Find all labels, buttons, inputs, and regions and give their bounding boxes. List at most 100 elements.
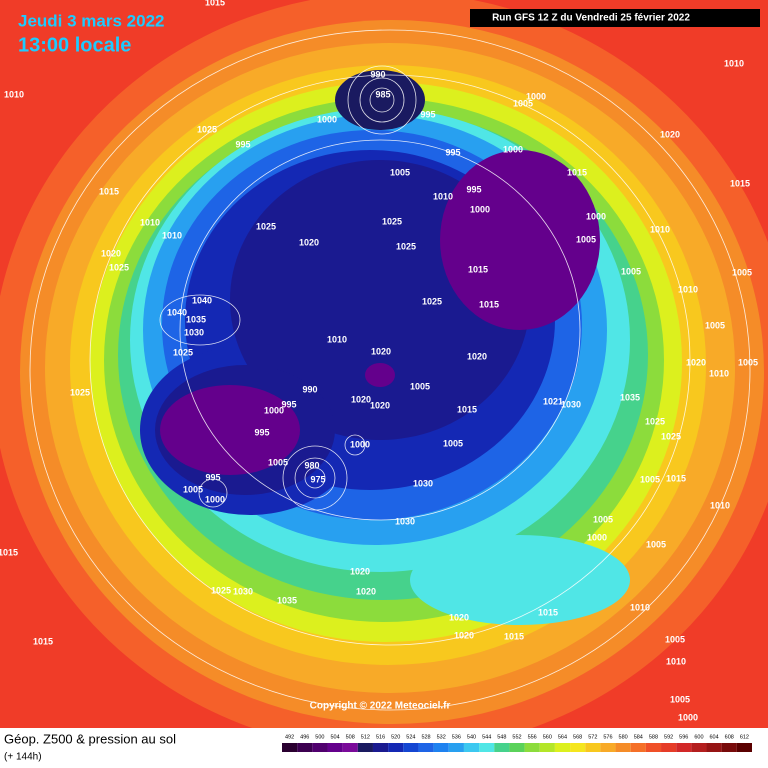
legend-swatch (736, 743, 752, 752)
legend-label: 520 (391, 734, 400, 740)
isobar-label: 1015 (205, 0, 225, 7)
legend-swatch (615, 743, 631, 752)
isobar-label: 1000 (264, 405, 284, 415)
isobar-label: 1030 (395, 516, 415, 526)
isobar-label: 1000 (503, 144, 523, 154)
legend-label: 560 (543, 734, 552, 740)
legend-label: 576 (603, 734, 612, 740)
legend-swatch (585, 743, 601, 752)
legend-label: 528 (421, 734, 430, 740)
legend-swatch (706, 743, 722, 752)
legend-swatch (600, 743, 616, 752)
isobar-label: 1010 (678, 284, 698, 294)
isobar-label: 1020 (449, 612, 469, 622)
isobar-label: 1005 (621, 266, 641, 276)
date: Jeudi 3 mars 2022 (18, 11, 164, 30)
isobar-label: 990 (302, 384, 317, 394)
isobar-label: 1010 (666, 656, 686, 666)
legend-label: 580 (619, 734, 628, 740)
legend-swatch (357, 743, 373, 752)
isobar-label: 1000 (317, 114, 337, 124)
isobar-label: 1035 (620, 392, 640, 402)
isobar-label: 1015 (99, 186, 119, 196)
legend-swatch (342, 743, 358, 752)
isobar-label: 1020 (371, 346, 391, 356)
legend-label: 608 (725, 734, 734, 740)
isobar-label: 990 (370, 69, 385, 79)
isobar-label: 1005 (443, 438, 463, 448)
legend-label: 600 (694, 734, 703, 740)
isobar-label: 995 (466, 184, 481, 194)
isobar-label: 1015 (33, 636, 53, 646)
legend-swatch (630, 743, 646, 752)
legend-label: 584 (634, 734, 643, 740)
legend-label: 516 (376, 734, 385, 740)
isobar-label: 1020 (101, 248, 121, 258)
isobar-label: 1020 (350, 566, 370, 576)
isobar-label: 1005 (738, 357, 758, 367)
isobar-label: 1025 (173, 347, 193, 357)
isobars (29, 29, 751, 711)
isobar-label: 1015 (666, 473, 686, 483)
legend-label: 556 (528, 734, 537, 740)
color-legend: 492 496 500 504 508 512 516 520 524 528 532 536 540 5… (282, 734, 752, 752)
isobar-label: 1030 (413, 478, 433, 488)
isobar-label: 1040 (167, 307, 187, 317)
run-info: Run GFS 12 Z du Vendredi 25 février 2022 (492, 13, 690, 24)
legend-label: 604 (710, 734, 719, 740)
isobar-label: 1000 (526, 91, 546, 101)
legend-label: 592 (664, 734, 673, 740)
legend-swatch (418, 743, 434, 752)
isobar-label: 1015 (0, 547, 18, 557)
isobar-label: 1020 (356, 586, 376, 596)
isobar-label: 1005 (665, 634, 685, 644)
legend-label: 572 (588, 734, 597, 740)
isobar-label: 1021 (543, 396, 563, 406)
legend-label: 544 (482, 734, 491, 740)
isobar-label: 1000 (586, 211, 606, 221)
legend-swatch (297, 743, 313, 752)
legend-swatch (509, 743, 525, 752)
isobar-label: 1030 (561, 399, 581, 409)
legend-swatch (645, 743, 662, 752)
isobar-label: 1035 (186, 314, 206, 324)
legend-swatch (372, 743, 389, 752)
footer-title: Géop. Z500 & pression au sol (4, 731, 176, 746)
isobar-label: 1010 (630, 602, 650, 612)
isobar-label: 1005 (576, 234, 596, 244)
isobar-label: 1025 (422, 296, 442, 306)
legend-label: 496 (300, 734, 309, 740)
isobar-label: 995 (254, 427, 269, 437)
legend-swatch (433, 743, 449, 752)
legend-swatch (388, 743, 404, 752)
legend-label: 508 (346, 734, 355, 740)
isobar-label: 1010 (433, 191, 453, 201)
isobar-label: 1035 (277, 595, 297, 605)
isobar-label: 1020 (467, 351, 487, 361)
legend-label: 532 (437, 734, 446, 740)
isobar-label: 1040 (192, 295, 212, 305)
legend-label: 612 (740, 734, 749, 740)
legend-swatch (676, 743, 692, 752)
isobar-label: 1020 (660, 129, 680, 139)
copyright: Copyright © 2022 Meteociel.fr (310, 701, 451, 712)
isobar-label: 1010 (140, 217, 160, 227)
isobar-label: 1005 (705, 320, 725, 330)
isobar-label: 1005 (183, 484, 203, 494)
isobar-label: 1015 (479, 299, 499, 309)
isobar-label: 1020 (351, 394, 371, 404)
legend-label: 524 (406, 734, 415, 740)
legend-label: 504 (330, 734, 339, 740)
legend-swatch (463, 743, 480, 752)
legend-label: 564 (558, 734, 567, 740)
isobar-label: 1030 (184, 327, 204, 337)
isobar-label: 1010 (710, 500, 730, 510)
isobar-label: 1030 (233, 586, 253, 596)
legend-swatch (327, 743, 343, 752)
isobar-label: 1010 (4, 89, 24, 99)
isobar-label: 995 (235, 139, 250, 149)
isobar-label: 1005 (670, 694, 690, 704)
legend-label: 552 (512, 734, 521, 740)
legend-swatch (282, 743, 298, 752)
